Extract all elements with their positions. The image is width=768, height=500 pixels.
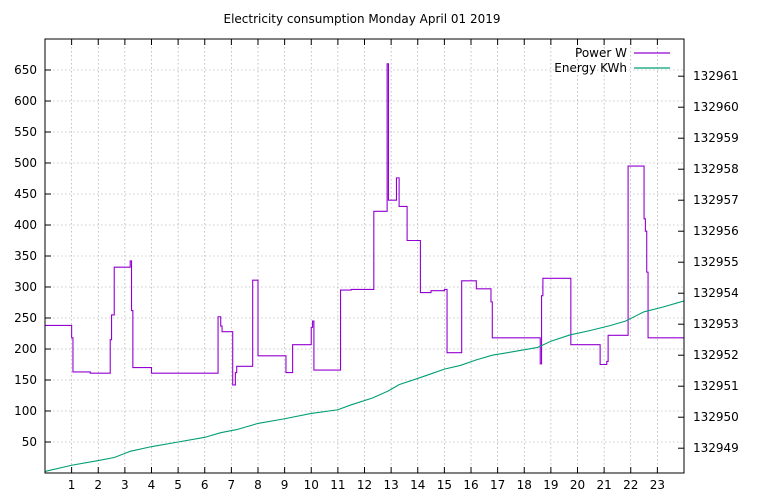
x-tick-label: 13	[383, 478, 398, 492]
y2-tick-label: 132950	[693, 410, 739, 424]
x-tick-label: 6	[201, 478, 209, 492]
y2-tick-label: 132957	[693, 193, 739, 207]
x-tick-label: 20	[570, 478, 585, 492]
y2-tick-label: 132949	[693, 441, 739, 455]
x-tick-label: 5	[174, 478, 182, 492]
y-tick-label: 450	[14, 187, 37, 201]
tick-labels: 5010015020025030035040045050055060065013…	[14, 63, 739, 492]
y2-tick-label: 132951	[693, 379, 739, 393]
y2-tick-label: 132961	[693, 69, 739, 83]
x-tick-label: 2	[94, 478, 102, 492]
y2-tick-label: 132955	[693, 255, 739, 269]
x-tick-label: 18	[517, 478, 532, 492]
y2-tick-label: 132956	[693, 224, 739, 238]
y-tick-label: 550	[14, 125, 37, 139]
grid-lines	[45, 39, 684, 473]
x-tick-label: 21	[596, 478, 611, 492]
x-tick-label: 11	[330, 478, 345, 492]
y-tick-label: 150	[14, 373, 37, 387]
x-tick-label: 1	[68, 478, 76, 492]
chart-title: Electricity consumption Monday April 01 …	[224, 12, 501, 26]
y2-tick-label: 132952	[693, 348, 739, 362]
y-tick-label: 500	[14, 156, 37, 170]
x-tick-label: 4	[148, 478, 156, 492]
y-tick-label: 300	[14, 280, 37, 294]
y-tick-label: 650	[14, 63, 37, 77]
x-tick-label: 7	[228, 478, 236, 492]
x-tick-label: 10	[304, 478, 319, 492]
legend-label: Power W	[575, 46, 627, 60]
legend-label: Energy KWh	[554, 61, 627, 75]
y2-tick-label: 132958	[693, 162, 739, 176]
series-line-1	[44, 300, 685, 472]
y2-tick-label: 132954	[693, 286, 739, 300]
y-tick-label: 50	[22, 435, 37, 449]
series-layer	[44, 63, 685, 472]
x-tick-label: 8	[254, 478, 262, 492]
x-tick-label: 15	[437, 478, 452, 492]
x-tick-label: 19	[543, 478, 558, 492]
y-tick-label: 100	[14, 404, 37, 418]
x-tick-label: 16	[463, 478, 478, 492]
series-line-0	[45, 63, 684, 386]
y-tick-label: 600	[14, 94, 37, 108]
y-tick-label: 200	[14, 342, 37, 356]
x-tick-label: 12	[357, 478, 372, 492]
x-tick-label: 17	[490, 478, 505, 492]
x-tick-label: 3	[121, 478, 129, 492]
x-tick-label: 14	[410, 478, 425, 492]
x-tick-label: 23	[650, 478, 665, 492]
x-tick-label: 22	[623, 478, 638, 492]
y-tick-label: 350	[14, 249, 37, 263]
y2-tick-label: 132959	[693, 131, 739, 145]
axis-ticks	[45, 39, 684, 473]
y2-tick-label: 132953	[693, 317, 739, 331]
x-tick-label: 9	[281, 478, 289, 492]
y-tick-label: 250	[14, 311, 37, 325]
y-tick-label: 400	[14, 218, 37, 232]
y2-tick-label: 132960	[693, 100, 739, 114]
